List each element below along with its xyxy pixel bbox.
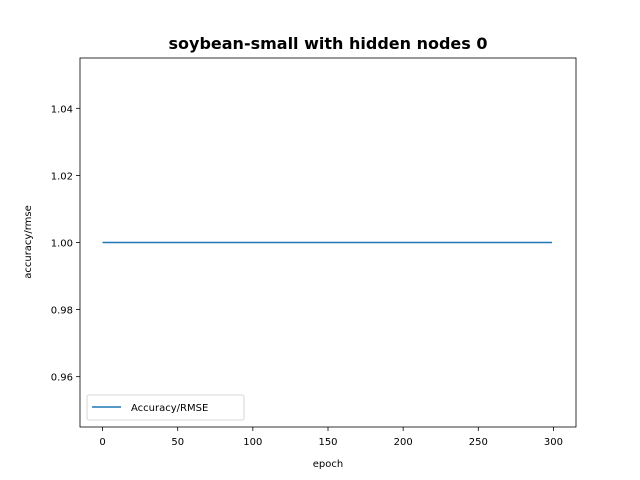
y-tick-label: 1.00: [51, 239, 73, 250]
chart-title: soybean-small with hidden nodes 0: [169, 34, 488, 53]
y-axis-label: accuracy/rmse: [23, 205, 34, 279]
x-tick-label: 150: [318, 437, 337, 448]
x-tick-label: 0: [99, 437, 105, 448]
y-tick-label: 0.98: [51, 306, 73, 317]
legend: Accuracy/RMSE: [86, 394, 245, 421]
legend-box: [86, 394, 245, 421]
x-tick-label: 250: [469, 437, 488, 448]
x-tick-label: 100: [243, 437, 262, 448]
y-tick-label: 1.04: [51, 104, 73, 115]
x-tick-label: 200: [394, 437, 413, 448]
y-axis-ticks: 0.96 0.98 1.00 1.02 1.04: [51, 104, 80, 384]
x-axis-ticks: 0 50 100 150 200 250 300: [99, 427, 563, 448]
x-tick-label: 50: [171, 437, 184, 448]
x-tick-label: 300: [544, 437, 563, 448]
x-axis-label: epoch: [313, 459, 343, 470]
y-tick-label: 1.02: [51, 171, 73, 182]
y-tick-label: 0.96: [51, 373, 73, 384]
legend-label: Accuracy/RMSE: [131, 403, 208, 414]
